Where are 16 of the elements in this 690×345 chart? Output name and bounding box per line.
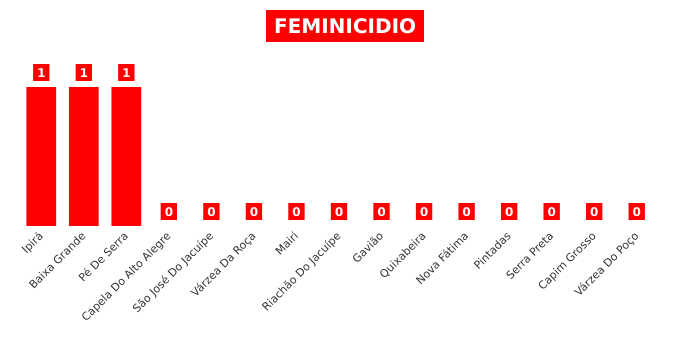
data-label: 0 [164, 205, 174, 219]
data-label: 0 [334, 205, 344, 219]
data-label: 0 [207, 205, 216, 219]
data-label: 0 [462, 205, 471, 219]
data-label: 0 [590, 205, 598, 219]
chart-title: FEMINICIDIO [274, 14, 416, 38]
data-label: 0 [547, 205, 556, 219]
data-label: 0 [377, 205, 386, 219]
data-label: 0 [632, 205, 641, 219]
data-label: 1 [122, 66, 131, 80]
data-label: 1 [80, 66, 88, 80]
data-label: 0 [504, 205, 514, 219]
data-label: 0 [420, 205, 428, 219]
data-label: 0 [292, 205, 301, 219]
data-label: 1 [37, 66, 46, 80]
data-label: 0 [250, 205, 258, 219]
